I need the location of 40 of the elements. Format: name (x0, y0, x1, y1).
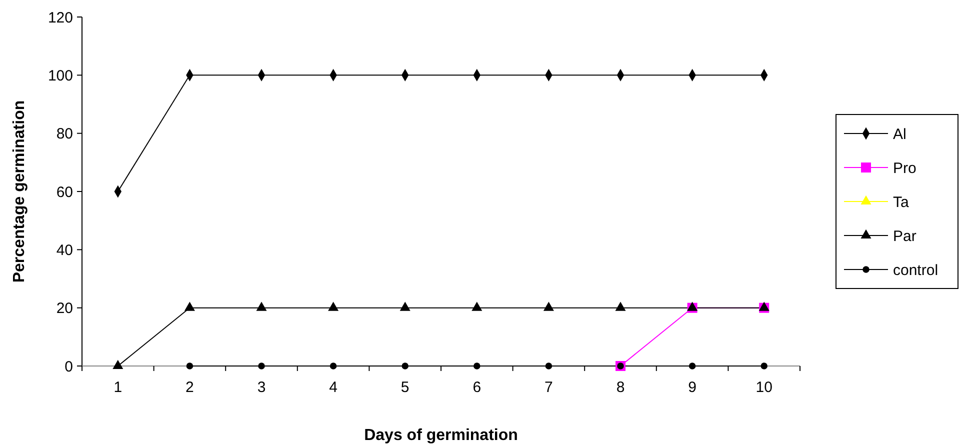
x-axis-title: Days of germination (364, 427, 518, 444)
point (256, 302, 267, 311)
y-axis-title: Percentage germination (11, 100, 28, 283)
point (330, 362, 337, 370)
point (400, 302, 410, 311)
y-tick-label: 80 (56, 126, 73, 143)
x-tick-label: 4 (329, 379, 338, 396)
legend-label: Pro (893, 160, 916, 177)
point (543, 302, 554, 311)
point (112, 360, 124, 370)
x-tick-label: 10 (756, 379, 772, 396)
point (328, 302, 339, 311)
x-tick-label: 5 (400, 379, 410, 396)
x-tick-label: 2 (186, 379, 194, 396)
legend-label: Al (893, 126, 906, 143)
x-tick-label: 3 (257, 379, 266, 396)
point (688, 362, 696, 370)
point (186, 362, 194, 370)
x-tick-label: 1 (114, 379, 122, 396)
x-tick-label: 7 (544, 379, 553, 396)
y-tick-label: 120 (48, 9, 73, 26)
y-tick-label: 0 (64, 358, 73, 376)
x-tick-label: 6 (472, 379, 482, 396)
legend-label: control (893, 262, 938, 279)
legend-label: Ta (893, 194, 910, 211)
y-tick-label: 40 (56, 242, 73, 259)
legend-label: Par (893, 228, 916, 245)
point (472, 302, 482, 311)
x-tick-label: 8 (616, 379, 625, 396)
point (258, 362, 265, 370)
x-tick-label: 9 (688, 379, 696, 396)
point (545, 362, 552, 370)
point (184, 302, 195, 311)
point (760, 362, 768, 370)
y-tick-label: 60 (56, 184, 73, 201)
point (615, 302, 626, 311)
point (474, 362, 480, 370)
point (402, 362, 408, 370)
y-tick-label: 20 (56, 300, 73, 318)
y-tick-label: 100 (48, 67, 73, 84)
